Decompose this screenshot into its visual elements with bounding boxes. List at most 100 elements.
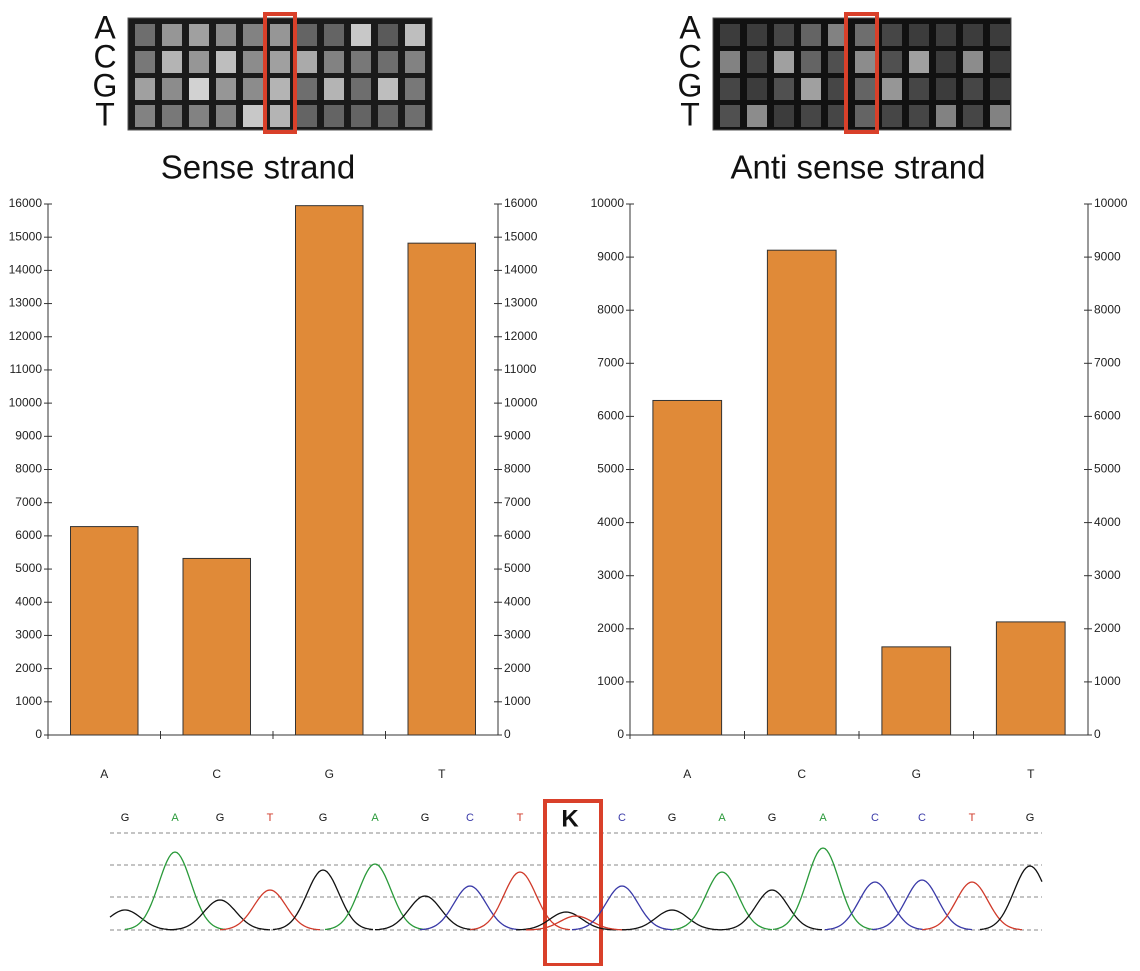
array-cell [162,24,182,46]
y-tick-label: 2000 [15,661,42,675]
base-call: G [1026,812,1035,824]
y-tick-label: 10000 [591,196,625,210]
x-tick-label: C [212,767,221,781]
base-call: T [517,812,524,824]
array-cell [855,105,875,127]
array-cell [963,51,983,73]
y2-tick-label: 6000 [504,528,531,542]
array-cell [378,78,398,100]
array-cell [216,51,236,73]
array-cell [909,78,929,100]
y-tick-label: 13000 [9,296,43,310]
y-tick-label: 9000 [15,428,42,442]
y-tick-label: 7000 [15,495,42,509]
array-cell [324,51,344,73]
y2-tick-label: 5000 [504,561,531,575]
array-cell [243,51,263,73]
array-cell [936,51,956,73]
y2-tick-label: 10000 [1094,196,1128,210]
base-call: G [216,812,225,824]
array-cell [882,78,902,100]
array-cell [855,51,875,73]
array-cell [909,105,929,127]
x-tick-label: A [100,767,108,781]
trace-peak [622,910,722,930]
bar [996,622,1065,735]
y-tick-label: 5000 [597,462,624,476]
y2-tick-label: 12000 [504,329,538,343]
y2-tick-label: 0 [1094,727,1101,741]
x-tick-label: G [912,767,921,781]
array-cell [720,78,740,100]
y-tick-label: 4000 [597,515,624,529]
y2-tick-label: 0 [504,727,511,741]
array-cell [990,78,1010,100]
y-tick-label: 0 [35,727,42,741]
array-cell [351,78,371,100]
array-cell [324,24,344,46]
y2-tick-label: 7000 [1094,355,1121,369]
y-tick-label: 6000 [15,528,42,542]
trace-peak [375,896,475,930]
array-cell [270,51,290,73]
array-cell [405,105,425,127]
x-tick-label: A [683,767,691,781]
array-cell [189,105,209,127]
array-cell [216,78,236,100]
y2-tick-label: 2000 [1094,621,1121,635]
array-cell [162,105,182,127]
array-cell [882,51,902,73]
y-tick-label: 6000 [597,409,624,423]
chart-title: Anti sense strand [731,149,986,186]
y2-tick-label: 14000 [504,263,538,277]
array-cell [405,78,425,100]
array-cell [135,24,155,46]
chart-title: Sense strand [161,149,355,186]
trace-peak [980,866,1042,930]
array-cell [405,24,425,46]
array-cell [243,105,263,127]
y2-tick-label: 8000 [504,462,531,476]
array-cell [135,51,155,73]
array-cell [936,24,956,46]
trace-peak [672,872,772,930]
trace-peak [825,882,925,930]
y-tick-label: 7000 [597,355,624,369]
array-cell [801,51,821,73]
array-cell [189,24,209,46]
y-tick-label: 5000 [15,561,42,575]
x-tick-label: T [1027,767,1035,781]
base-call: A [171,812,179,824]
array-cell [774,78,794,100]
bar [653,400,722,735]
trace-peak [872,880,972,930]
y-tick-label: 11000 [10,362,43,376]
y-tick-label: 1000 [15,694,42,708]
y-tick-label: 9000 [597,249,624,263]
array-cell [882,24,902,46]
y-tick-label: 3000 [597,568,624,582]
array-cell [243,24,263,46]
y2-tick-label: 3000 [1094,568,1121,582]
array-cell [351,24,371,46]
x-tick-label: G [325,767,334,781]
y2-tick-label: 2000 [504,661,531,675]
array-cell [162,51,182,73]
y2-tick-label: 1000 [1094,674,1121,688]
array-cell [324,105,344,127]
array-cell [135,105,155,127]
array-cell [189,78,209,100]
y2-tick-label: 1000 [504,694,531,708]
array-cell [297,105,317,127]
array-cell [855,78,875,100]
y2-tick-label: 7000 [504,495,531,509]
base-call: G [421,812,430,824]
bar [408,243,476,735]
array-cell [378,51,398,73]
array-cell [990,24,1010,46]
array-cell [297,51,317,73]
y-tick-label: 14000 [9,263,43,277]
base-call: A [718,812,726,824]
array-cell [297,24,317,46]
array-cell [747,51,767,73]
